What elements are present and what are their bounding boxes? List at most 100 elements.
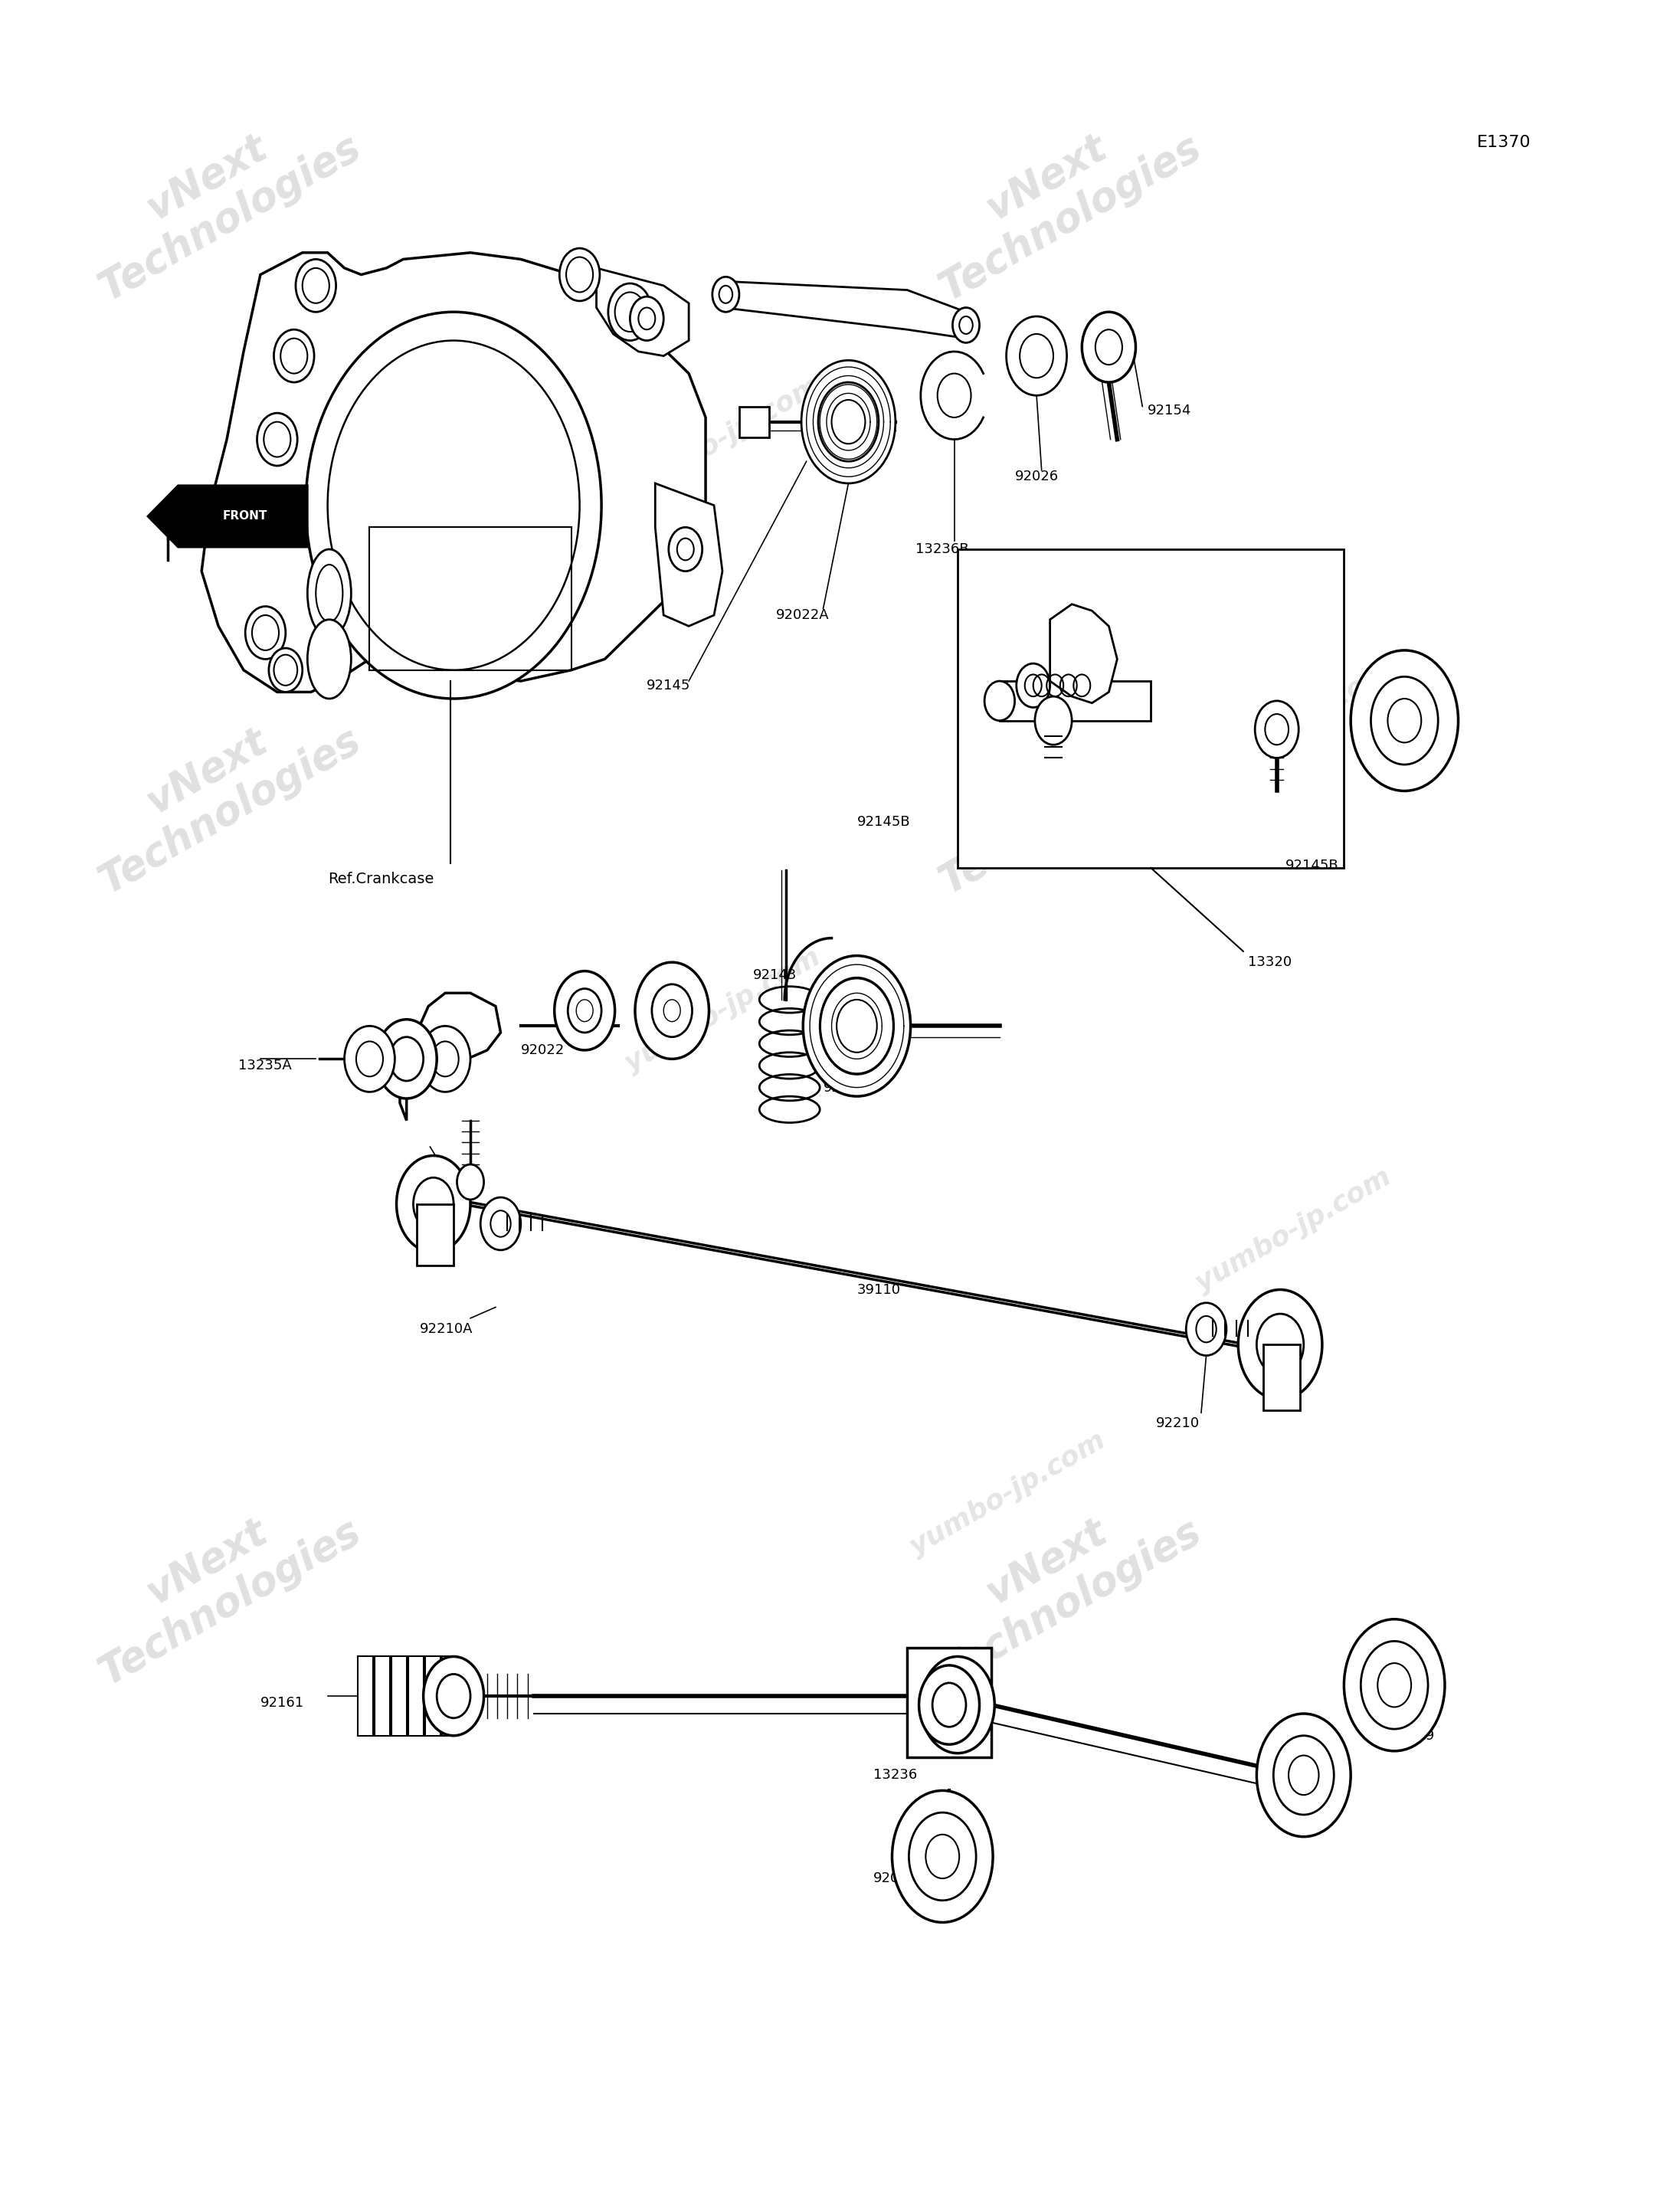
Polygon shape bbox=[400, 993, 501, 1120]
Text: vNext
Technologies: vNext Technologies bbox=[909, 681, 1208, 901]
Polygon shape bbox=[1050, 604, 1117, 703]
Text: 92145B: 92145B bbox=[1285, 859, 1339, 872]
Circle shape bbox=[615, 292, 645, 332]
Circle shape bbox=[264, 422, 291, 457]
Circle shape bbox=[1388, 699, 1421, 743]
Circle shape bbox=[1196, 1316, 1216, 1342]
Text: 92154: 92154 bbox=[1147, 404, 1191, 417]
Circle shape bbox=[719, 286, 732, 303]
Circle shape bbox=[1006, 316, 1067, 395]
Circle shape bbox=[480, 1197, 521, 1250]
Text: Ref.Crankcase: Ref.Crankcase bbox=[328, 872, 433, 885]
Bar bbox=[391, 1657, 407, 1736]
Circle shape bbox=[937, 373, 971, 417]
Ellipse shape bbox=[307, 549, 351, 637]
Text: 13236: 13236 bbox=[874, 1769, 917, 1782]
Circle shape bbox=[652, 984, 692, 1037]
Text: yumbo-jp.com: yumbo-jp.com bbox=[906, 1428, 1110, 1560]
Text: 92152: 92152 bbox=[1411, 723, 1455, 736]
Circle shape bbox=[554, 971, 615, 1050]
Ellipse shape bbox=[316, 565, 343, 622]
Circle shape bbox=[281, 338, 307, 373]
Circle shape bbox=[638, 308, 655, 330]
Text: 13236B: 13236B bbox=[916, 543, 969, 556]
Circle shape bbox=[423, 1657, 484, 1736]
Text: vNext
Technologies: vNext Technologies bbox=[69, 1472, 368, 1692]
Circle shape bbox=[457, 1164, 484, 1200]
Circle shape bbox=[390, 1037, 423, 1081]
Circle shape bbox=[328, 341, 580, 670]
Circle shape bbox=[296, 259, 336, 312]
Circle shape bbox=[413, 1178, 454, 1230]
Circle shape bbox=[356, 1041, 383, 1077]
Text: E1370: E1370 bbox=[1477, 136, 1530, 149]
Circle shape bbox=[1238, 1290, 1322, 1399]
Text: 13235A: 13235A bbox=[239, 1059, 292, 1072]
Circle shape bbox=[820, 978, 894, 1074]
Text: 92022A: 92022A bbox=[776, 609, 830, 622]
Circle shape bbox=[1351, 650, 1458, 791]
Text: 92145A: 92145A bbox=[823, 1081, 877, 1094]
Circle shape bbox=[936, 1676, 979, 1733]
Bar bbox=[739, 406, 769, 437]
Circle shape bbox=[909, 1813, 976, 1900]
Circle shape bbox=[712, 277, 739, 312]
Text: 92049: 92049 bbox=[1391, 1729, 1435, 1742]
Text: yumbo-jp.com: yumbo-jp.com bbox=[620, 373, 825, 505]
Text: FRONT: FRONT bbox=[223, 510, 267, 523]
Bar bbox=[907, 1648, 991, 1758]
Circle shape bbox=[892, 1791, 993, 1922]
Circle shape bbox=[669, 527, 702, 571]
Circle shape bbox=[1257, 1314, 1304, 1375]
Circle shape bbox=[252, 615, 279, 650]
Text: 92022: 92022 bbox=[521, 1044, 564, 1057]
Circle shape bbox=[608, 283, 652, 341]
Circle shape bbox=[302, 268, 329, 303]
Circle shape bbox=[432, 1041, 459, 1077]
Text: vNext
Technologies: vNext Technologies bbox=[69, 681, 368, 901]
Bar bbox=[358, 1657, 373, 1736]
Text: yumbo-jp.com: yumbo-jp.com bbox=[620, 945, 825, 1077]
Circle shape bbox=[269, 648, 302, 692]
Circle shape bbox=[576, 1000, 593, 1022]
Circle shape bbox=[1095, 330, 1122, 365]
Circle shape bbox=[274, 330, 314, 382]
Text: vNext
Technologies: vNext Technologies bbox=[909, 1472, 1208, 1692]
Polygon shape bbox=[714, 281, 974, 338]
Circle shape bbox=[919, 1665, 979, 1744]
Polygon shape bbox=[148, 486, 307, 547]
Circle shape bbox=[801, 360, 895, 483]
Circle shape bbox=[566, 257, 593, 292]
Circle shape bbox=[959, 316, 973, 334]
Circle shape bbox=[1186, 1303, 1226, 1356]
Circle shape bbox=[437, 1674, 470, 1718]
Circle shape bbox=[921, 1657, 995, 1753]
Bar bbox=[408, 1657, 423, 1736]
Text: 92143: 92143 bbox=[753, 969, 796, 982]
Circle shape bbox=[568, 989, 601, 1033]
Circle shape bbox=[1289, 1755, 1319, 1795]
Bar bbox=[1000, 681, 1151, 721]
Polygon shape bbox=[202, 253, 706, 692]
Circle shape bbox=[1082, 312, 1136, 382]
Text: 13320: 13320 bbox=[1248, 956, 1292, 969]
Circle shape bbox=[953, 308, 979, 343]
Circle shape bbox=[1035, 696, 1072, 745]
Circle shape bbox=[803, 956, 911, 1096]
Circle shape bbox=[491, 1211, 511, 1237]
Circle shape bbox=[1344, 1619, 1445, 1751]
Circle shape bbox=[420, 1026, 470, 1092]
Text: 92154A: 92154A bbox=[400, 1184, 454, 1197]
Bar bbox=[958, 549, 1344, 868]
Circle shape bbox=[635, 962, 709, 1059]
Text: 92210: 92210 bbox=[1156, 1417, 1200, 1430]
Text: 480: 480 bbox=[652, 1037, 679, 1050]
Text: 92145: 92145 bbox=[647, 679, 690, 692]
Circle shape bbox=[818, 382, 879, 461]
Circle shape bbox=[1378, 1663, 1411, 1707]
Circle shape bbox=[630, 297, 664, 341]
Circle shape bbox=[306, 312, 601, 699]
Circle shape bbox=[1361, 1641, 1428, 1729]
Circle shape bbox=[1273, 1736, 1334, 1815]
Circle shape bbox=[1265, 714, 1289, 745]
